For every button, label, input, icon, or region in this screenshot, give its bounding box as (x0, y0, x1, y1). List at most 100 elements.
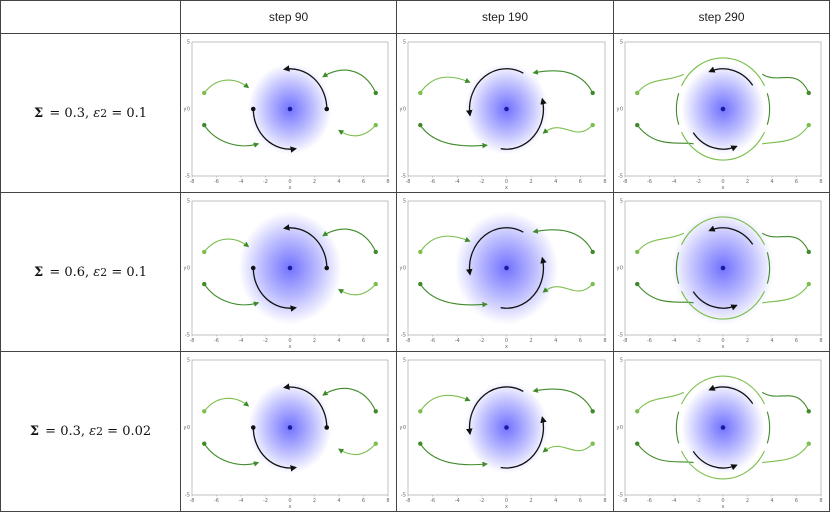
trajectory-curve (338, 443, 377, 456)
orbit-arc (283, 65, 328, 110)
epsilon-symbol: ε (93, 105, 101, 121)
orbit-arc (466, 227, 524, 276)
x-tick-label: 4 (770, 179, 773, 185)
trajectory-endpoint (418, 281, 423, 287)
sigma-value: = 0.6, (49, 264, 90, 280)
y-tick-label: 5 (403, 199, 406, 205)
orbit-arc (252, 267, 297, 312)
particle-dot (324, 425, 330, 430)
y-axis-label: y (617, 266, 620, 272)
y-axis-label: y (617, 425, 620, 431)
x-tick-label: -6 (647, 338, 652, 344)
x-tick-label: 6 (795, 338, 798, 344)
orbit-arc (692, 291, 738, 311)
x-tick-label: 6 (579, 179, 582, 185)
x-tick-label: -8 (623, 179, 628, 185)
trajectory-curve (419, 394, 471, 412)
y-tick-label: 0 (187, 107, 190, 113)
sigma-value: = 0.3, (49, 105, 90, 121)
x-tick-label: -4 (239, 338, 244, 344)
sim-plot-r3-c1: -8 -6 -4 -2 0 2 4 6 8 5 0 -5 x y (184, 358, 390, 510)
sigma-symbol: Σ (33, 264, 44, 280)
trajectory-endpoint (373, 281, 378, 287)
x-tick-label: 4 (337, 179, 340, 185)
trajectory-curve (532, 228, 594, 253)
trajectory-curve (203, 443, 260, 467)
x-tick-label: -4 (672, 179, 677, 185)
x-tick-label: 2 (313, 338, 316, 344)
trajectory-endpoint (202, 249, 207, 255)
trajectory-endpoint (590, 249, 595, 255)
x-tick-label: -2 (696, 179, 701, 185)
x-tick-label: -8 (406, 179, 411, 185)
x-tick-label: -8 (406, 338, 411, 344)
x-tick-label: -2 (263, 498, 268, 504)
trajectory-endpoint (418, 90, 423, 96)
y-tick-label: -5 (401, 174, 406, 180)
x-tick-label: -6 (430, 179, 435, 185)
particle-dot (250, 106, 256, 112)
y-tick-label: 0 (403, 107, 406, 113)
trajectory-curve (761, 391, 810, 412)
orbit-arc-green (681, 450, 765, 480)
sim-plot-r1-c2: -8 -6 -4 -2 0 2 4 6 8 5 0 -5 x y (400, 40, 607, 191)
trajectory-curve (636, 391, 685, 412)
orbit-arc-green (681, 216, 765, 246)
epsilon-value: = 0.02 (107, 424, 152, 439)
trajectory-endpoint (635, 409, 640, 414)
y-tick-label: 5 (403, 40, 406, 46)
orbit-arc (252, 427, 297, 472)
sim-plot-r1-c1: -8 -6 -4 -2 0 2 4 6 8 5 0 -5 x y (184, 40, 390, 191)
center-dot (720, 425, 726, 430)
trajectory-curve (636, 124, 694, 145)
trajectory-endpoint (806, 122, 811, 128)
orbit-arc (283, 224, 328, 269)
y-tick-label: 0 (620, 107, 623, 113)
trajectory-curve (532, 387, 594, 412)
x-tick-label: -8 (623, 498, 628, 504)
trajectory-curve (532, 69, 594, 94)
trajectory-curve (542, 283, 594, 293)
y-tick-label: 5 (187, 199, 190, 205)
trajectory-curve (761, 73, 810, 94)
x-tick-label: 4 (554, 338, 557, 344)
orbit-arc (283, 383, 328, 428)
trajectory-curve (203, 124, 260, 148)
x-axis-label: x (289, 504, 292, 510)
y-tick-label: 0 (620, 266, 623, 272)
x-tick-label: 8 (819, 338, 822, 344)
orbit-arc (708, 66, 754, 86)
trajectory-curve (419, 235, 471, 253)
orbit-arc-green (766, 411, 771, 444)
y-tick-label: 0 (620, 425, 623, 431)
epsilon-subscript: 2 (100, 265, 108, 279)
x-tick-label: 4 (337, 498, 340, 504)
orbit-arc-green (681, 131, 765, 161)
center-dot (287, 106, 293, 112)
trajectory-endpoint (418, 409, 423, 414)
trajectory-curve (322, 387, 377, 412)
x-tick-label: 6 (795, 179, 798, 185)
y-tick-label: 5 (187, 40, 190, 46)
y-tick-label: 0 (403, 425, 406, 431)
orbit-arc (500, 97, 547, 150)
y-axis-label: y (184, 107, 187, 113)
trajectory-endpoint (202, 90, 207, 96)
trajectory-endpoint (806, 441, 811, 446)
x-tick-label: 6 (795, 498, 798, 504)
orbit-arc-green (675, 93, 680, 125)
trajectory-endpoint (373, 122, 378, 128)
y-tick-label: 0 (403, 266, 406, 272)
orbit-arc-green (675, 411, 680, 444)
orbit-arc-green (681, 57, 765, 87)
x-tick-label: -8 (406, 498, 411, 504)
x-tick-label: 2 (313, 498, 316, 504)
orbit-arc (708, 384, 754, 405)
x-axis-label: x (289, 344, 292, 350)
trajectory-curve (419, 124, 488, 149)
y-axis-label: y (184, 425, 187, 431)
y-tick-label: -5 (618, 333, 623, 339)
center-dot (504, 106, 509, 112)
trajectory-endpoint (418, 122, 423, 128)
trajectory-curve (203, 397, 250, 412)
